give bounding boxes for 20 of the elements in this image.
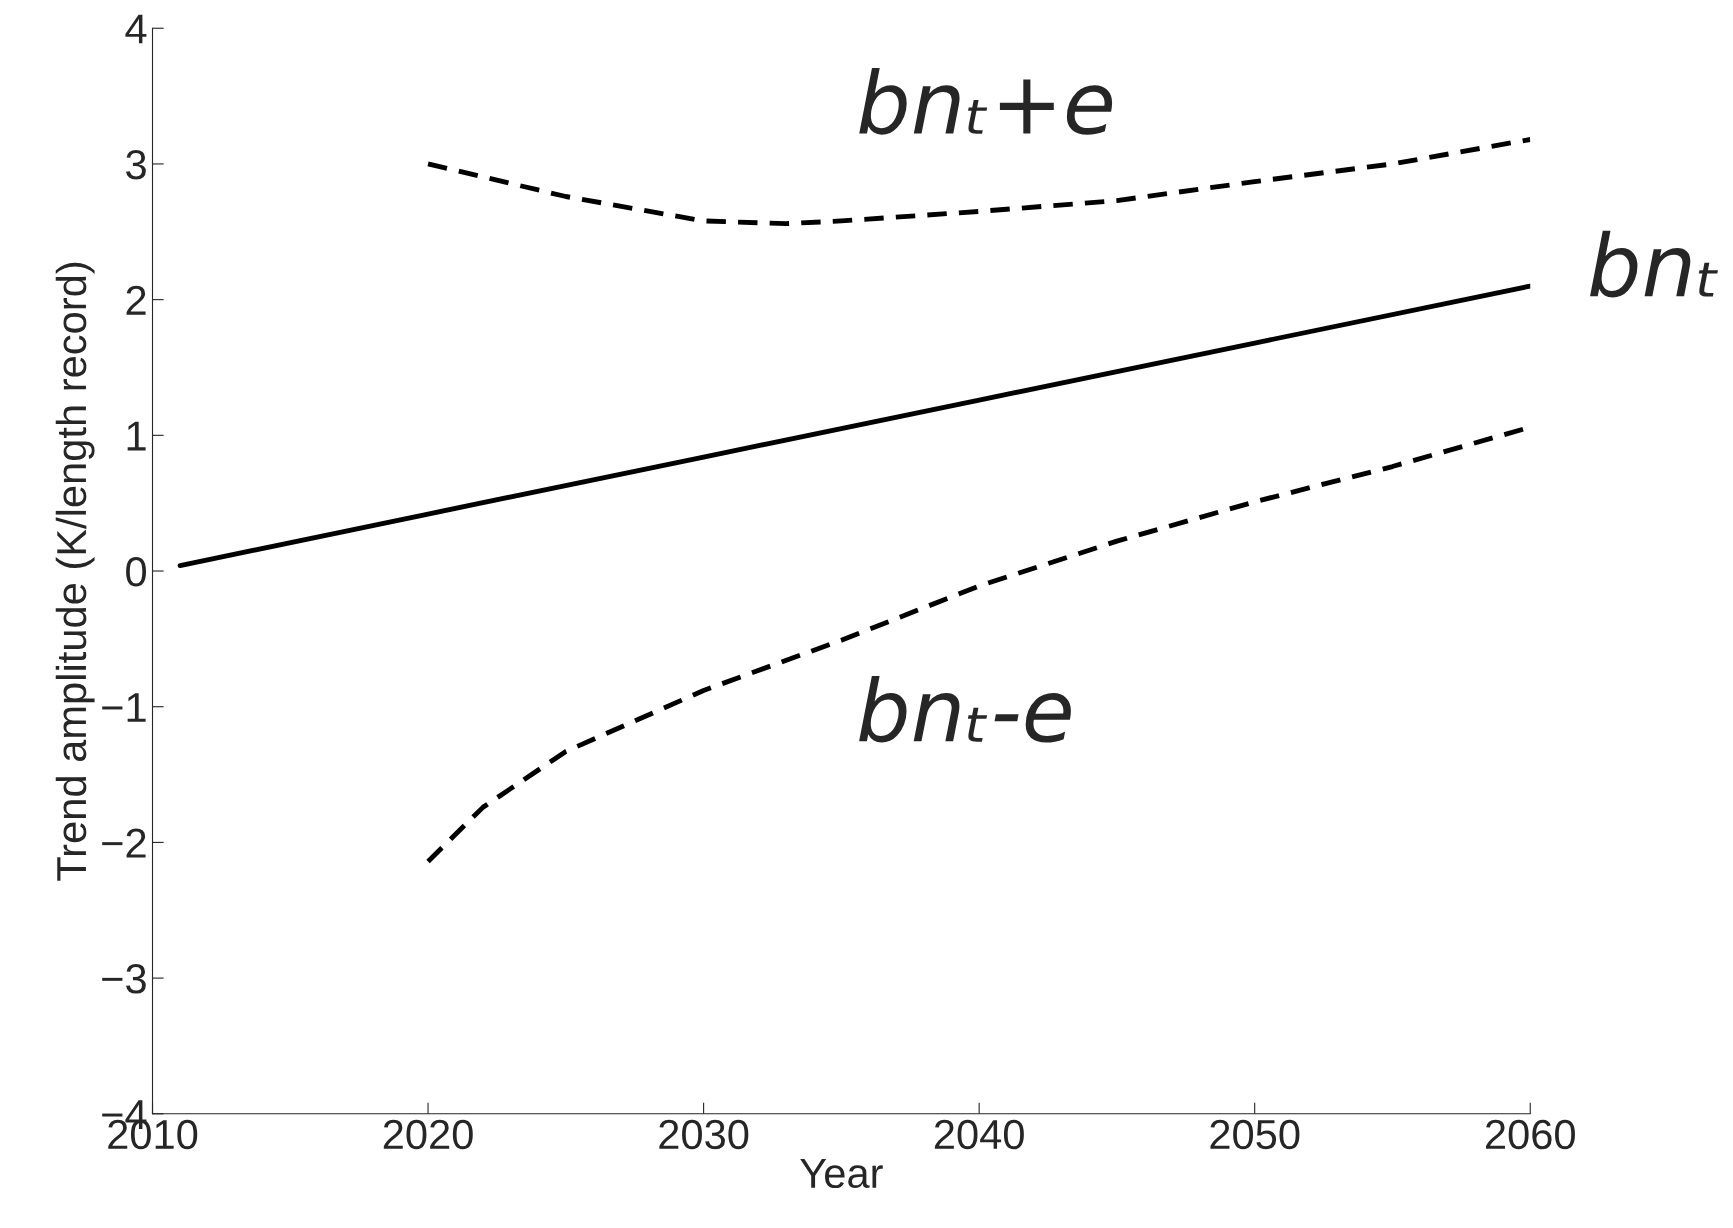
y-tick-label: −2: [102, 828, 146, 858]
x-tick-label: 2040: [934, 1119, 1024, 1150]
annotation: bnₜ+e: [859, 67, 1113, 135]
x-axis-title: Year: [800, 1159, 883, 1189]
y-tick-label: 1: [127, 421, 146, 451]
y-tick-label: 3: [126, 149, 146, 180]
y-tick-label: 2: [126, 285, 146, 315]
line-series: [425, 137, 1531, 227]
line-series: [177, 283, 1531, 569]
text: bnₜ: [1590, 230, 1718, 298]
y-tick-label: −3: [102, 964, 146, 994]
annotation: bnₜ-e: [859, 675, 1071, 743]
y-tick-label: 0: [126, 557, 147, 587]
y-tick-label: −1: [102, 693, 146, 722]
x-tick-label: 2050: [1210, 1119, 1300, 1150]
y-axis-title: Trend amplitude (K/length record): [55, 262, 95, 881]
x-tick-label: 2030: [659, 1119, 749, 1150]
y-tick-label: 4: [125, 14, 147, 44]
x-tick-label: 2060: [1485, 1119, 1575, 1150]
x-tick-label: 2020: [383, 1119, 473, 1150]
